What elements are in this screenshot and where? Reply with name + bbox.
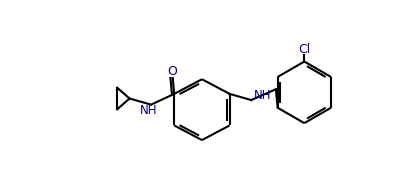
Text: Cl: Cl [298, 44, 310, 56]
Text: NH: NH [140, 104, 158, 117]
Text: O: O [168, 65, 178, 78]
Text: NH: NH [254, 89, 272, 102]
